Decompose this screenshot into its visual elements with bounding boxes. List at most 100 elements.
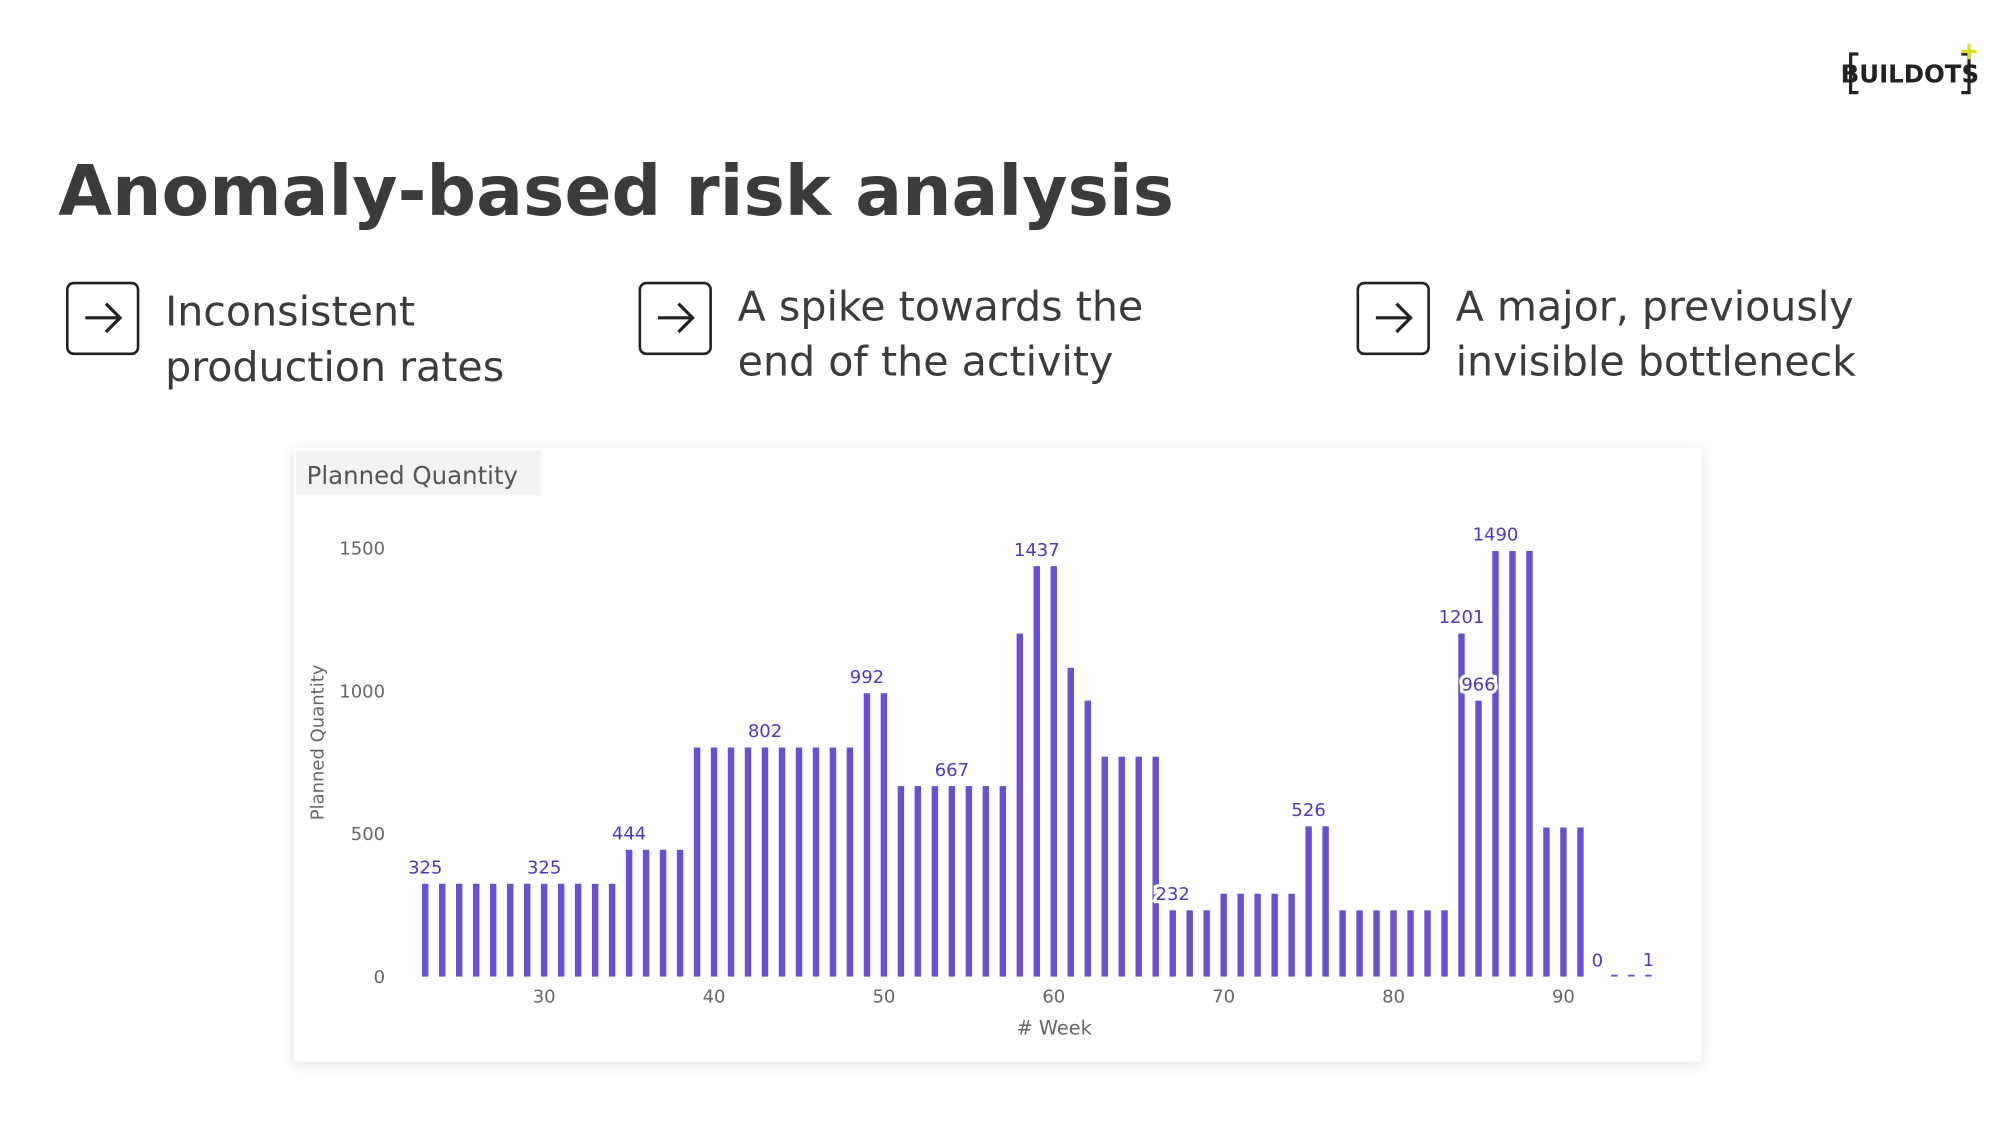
x-axis-label: # Week: [1017, 1017, 1093, 1040]
bar: [1407, 910, 1414, 977]
bar: [659, 849, 667, 977]
bar: [608, 883, 616, 977]
bar: [1152, 756, 1159, 977]
bar: [914, 786, 922, 977]
bar: [439, 883, 446, 977]
slide-title: Anomaly-based risk analysis: [58, 152, 1174, 232]
bar: [1203, 910, 1210, 977]
bullet: A spike towards the end of the activity: [638, 281, 1144, 386]
chart: Planned Quantity Planned Quantity # Week 0 5…: [307, 461, 1658, 1040]
bar: [1424, 910, 1431, 977]
x-tick-label: 40: [703, 986, 726, 1007]
bar: [1169, 910, 1176, 977]
bullet-text: invisible bottleneck: [1456, 338, 1857, 386]
data-label: 1490: [1473, 525, 1519, 546]
bullet-text: A spike towards the: [738, 282, 1144, 330]
bar: [1509, 550, 1516, 977]
logo: BUILDOTS: [1841, 43, 1979, 95]
bar: [472, 883, 480, 977]
bar: [1084, 700, 1091, 977]
chart-title-panel: [296, 450, 541, 496]
arrow-icon: [1375, 302, 1413, 334]
y-tick-label: 500: [351, 824, 385, 845]
bar: [1458, 633, 1465, 977]
bar: [1118, 756, 1125, 977]
bar: [456, 883, 463, 977]
arrow-box: [65, 281, 140, 356]
bar: [642, 849, 650, 977]
x-tick-label: 80: [1382, 986, 1405, 1007]
bar: [863, 693, 871, 977]
bar: [1135, 756, 1142, 977]
y-tick-label: 1000: [339, 681, 385, 702]
arrow-icon: [85, 302, 123, 334]
bar: [1237, 893, 1244, 977]
data-label: 802: [748, 721, 782, 742]
bar: [1356, 910, 1363, 977]
bar: [829, 747, 837, 977]
bar: [1220, 893, 1227, 977]
bar: [489, 883, 497, 977]
arrow-box: [638, 281, 712, 356]
bar: [1577, 827, 1584, 977]
bar: [727, 747, 735, 977]
bar: [540, 883, 548, 977]
bar: [778, 747, 786, 977]
bar: [1373, 910, 1380, 977]
arrow-icon: [657, 302, 695, 334]
bar: [557, 883, 565, 977]
chart-title: Planned Quantity: [307, 461, 518, 490]
x-tick-label: 60: [1042, 986, 1065, 1007]
bar: [1305, 826, 1312, 977]
bar: [506, 883, 514, 977]
bar: [1271, 893, 1278, 977]
x-tick-label: 30: [533, 986, 556, 1007]
bar: [795, 747, 803, 977]
bar: [1611, 974, 1618, 977]
bullet-text: end of the activity: [738, 338, 1114, 386]
y-tick-label: 1500: [339, 539, 385, 560]
bar: [523, 883, 531, 977]
bar: [761, 747, 769, 977]
bar: [846, 747, 854, 977]
bullet-text: Inconsistent: [165, 288, 415, 336]
arrow-box: [1356, 281, 1430, 356]
bar: [1475, 700, 1482, 977]
x-tick-label: 50: [872, 986, 895, 1007]
bar: [1441, 910, 1448, 977]
bar: [1101, 756, 1108, 977]
data-label: 966: [1461, 674, 1495, 695]
data-label: 992: [850, 667, 884, 688]
bar: [1526, 550, 1533, 977]
bar: [982, 786, 990, 977]
bar: [676, 849, 684, 977]
bar: [710, 747, 718, 977]
data-label: 1: [1643, 950, 1654, 971]
bar: [1288, 893, 1295, 977]
bullet: Inconsistent production rates: [65, 281, 504, 391]
bar: [1543, 827, 1550, 977]
data-label: 232: [1156, 884, 1190, 905]
bar: [1492, 550, 1499, 977]
bar: [1339, 910, 1346, 977]
bar: [965, 786, 973, 977]
bar: [1390, 910, 1397, 977]
bullet-text: A major, previously: [1456, 282, 1854, 330]
bar: [1645, 974, 1652, 977]
bar: [1016, 633, 1024, 977]
bar: [1050, 566, 1058, 977]
bar: [422, 883, 429, 977]
data-label: 0: [1592, 950, 1603, 971]
logo-text: BUILDOTS: [1841, 59, 1979, 88]
bar: [1560, 827, 1567, 977]
bar: [574, 883, 582, 977]
data-label: 1437: [1014, 540, 1060, 561]
bar: [591, 883, 599, 977]
bullet: A major, previously invisible bottleneck: [1356, 281, 1857, 386]
data-label: 1201: [1439, 607, 1485, 628]
bar: [897, 786, 905, 977]
y-tick-label: 0: [374, 967, 385, 988]
data-label: 444: [612, 823, 646, 844]
x-tick-label: 70: [1212, 986, 1235, 1007]
